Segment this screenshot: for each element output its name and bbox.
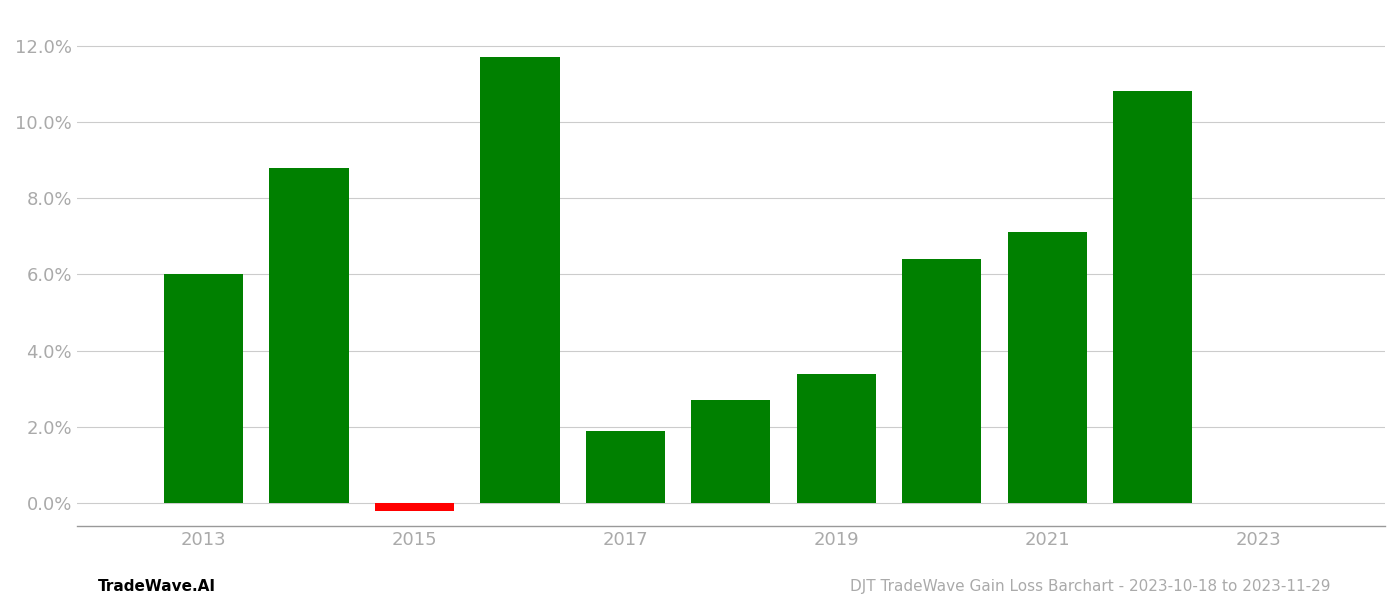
Bar [269,167,349,503]
Text: DJT TradeWave Gain Loss Barchart - 2023-10-18 to 2023-11-29: DJT TradeWave Gain Loss Barchart - 2023-… [850,579,1330,594]
Bar [164,274,244,503]
Bar [585,431,665,503]
Text: TradeWave.AI: TradeWave.AI [98,579,216,594]
Bar [797,374,876,503]
Bar [692,400,770,503]
Bar [375,503,454,511]
Bar [480,57,560,503]
Bar [1008,232,1086,503]
Bar [1113,91,1193,503]
Bar [903,259,981,503]
